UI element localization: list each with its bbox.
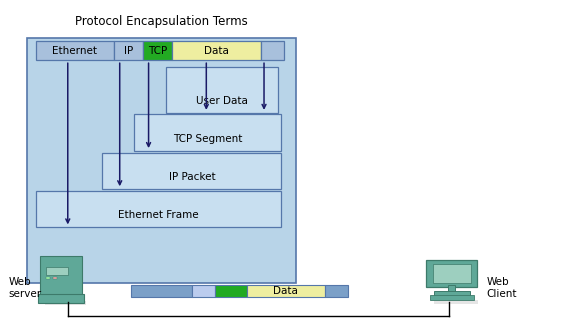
Text: TCP Segment: TCP Segment bbox=[173, 134, 242, 144]
FancyBboxPatch shape bbox=[46, 267, 67, 275]
Text: Data: Data bbox=[273, 286, 298, 296]
FancyBboxPatch shape bbox=[45, 300, 86, 305]
Text: Ethernet: Ethernet bbox=[52, 46, 97, 56]
Text: Protocol Encapsulation Terms: Protocol Encapsulation Terms bbox=[75, 15, 248, 29]
FancyBboxPatch shape bbox=[433, 264, 471, 283]
Text: Web
Client: Web Client bbox=[486, 277, 517, 299]
FancyBboxPatch shape bbox=[192, 285, 215, 297]
FancyBboxPatch shape bbox=[172, 41, 261, 60]
FancyBboxPatch shape bbox=[426, 260, 477, 287]
FancyBboxPatch shape bbox=[430, 295, 473, 300]
FancyBboxPatch shape bbox=[38, 294, 84, 303]
FancyBboxPatch shape bbox=[246, 285, 325, 297]
FancyBboxPatch shape bbox=[40, 256, 82, 297]
FancyBboxPatch shape bbox=[448, 285, 455, 291]
FancyBboxPatch shape bbox=[103, 152, 281, 189]
FancyBboxPatch shape bbox=[46, 277, 50, 280]
FancyBboxPatch shape bbox=[131, 285, 192, 297]
FancyBboxPatch shape bbox=[114, 41, 143, 60]
FancyBboxPatch shape bbox=[36, 191, 281, 227]
Text: Web
server: Web server bbox=[8, 277, 41, 299]
Text: User Data: User Data bbox=[196, 96, 248, 106]
Text: Ethernet Frame: Ethernet Frame bbox=[118, 210, 199, 220]
FancyBboxPatch shape bbox=[134, 114, 281, 151]
FancyBboxPatch shape bbox=[261, 41, 284, 60]
Text: TCP: TCP bbox=[148, 46, 167, 56]
FancyBboxPatch shape bbox=[27, 38, 296, 283]
Text: IP: IP bbox=[124, 46, 133, 56]
FancyBboxPatch shape bbox=[215, 285, 246, 297]
Text: Data: Data bbox=[204, 46, 229, 56]
FancyBboxPatch shape bbox=[325, 285, 348, 297]
FancyBboxPatch shape bbox=[36, 41, 114, 60]
FancyBboxPatch shape bbox=[143, 41, 172, 60]
FancyBboxPatch shape bbox=[166, 67, 278, 113]
Text: IP Packet: IP Packet bbox=[169, 172, 215, 182]
FancyBboxPatch shape bbox=[434, 300, 478, 304]
FancyBboxPatch shape bbox=[53, 277, 57, 280]
FancyBboxPatch shape bbox=[434, 291, 470, 296]
